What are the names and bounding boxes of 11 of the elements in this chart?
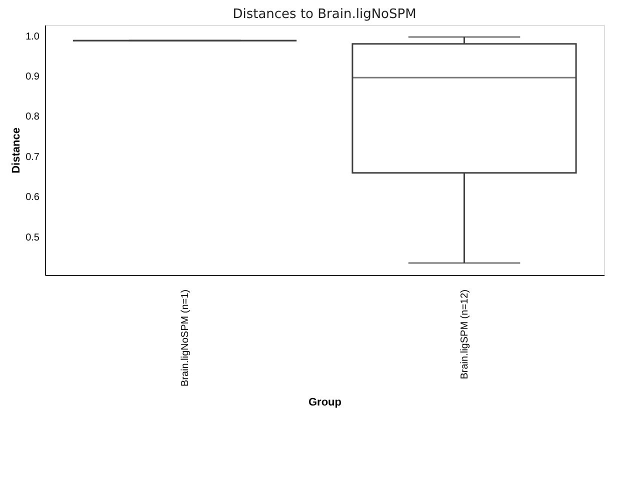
y-tick-label: 0.5 — [26, 232, 40, 244]
y-tick-label: 0.8 — [26, 112, 40, 123]
y-tick-label: 0.9 — [26, 72, 40, 83]
x-tick-label: Brain.ligSPM (n=12) — [459, 290, 470, 380]
y-axis-title: Distance — [10, 128, 23, 174]
x-tick-label: Brain.ligNoSPM (n=1) — [180, 290, 191, 386]
y-tick-label: 0.6 — [26, 192, 40, 204]
y-tick-label: 0.7 — [26, 152, 40, 163]
x-axis-title: Group — [308, 396, 342, 408]
chart-title: Distances to Brain.ligNoSPM — [232, 7, 416, 22]
y-tick-label: 1.0 — [26, 31, 40, 42]
